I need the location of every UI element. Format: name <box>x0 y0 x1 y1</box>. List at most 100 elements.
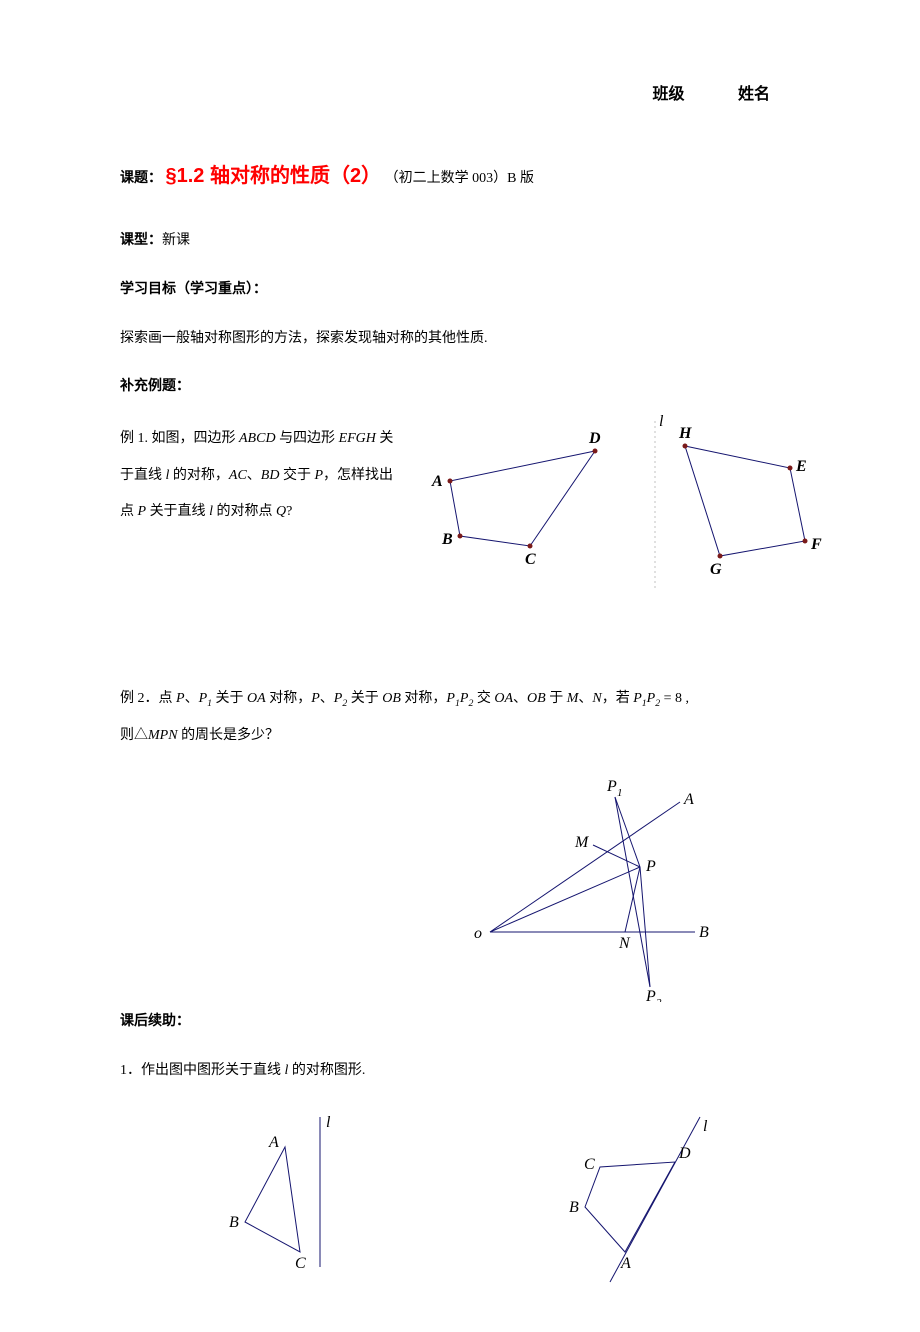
followup-label: 课后续助： <box>120 1007 800 1038</box>
topic-label: 课题： <box>120 171 162 186</box>
svg-text:P: P <box>645 988 656 1002</box>
class-label: 班级 <box>652 80 684 104</box>
svg-text:B: B <box>229 1214 239 1231</box>
q1-t: 的对称图形. <box>288 1063 365 1078</box>
t: MPN <box>148 728 178 743</box>
t: 于 <box>546 691 567 706</box>
ex1-t: ? <box>286 504 292 519</box>
supp-label: 补充例题： <box>120 372 800 403</box>
t: = 8 <box>660 691 682 706</box>
ex1-q: Q <box>276 504 286 519</box>
t: 、 <box>185 691 199 706</box>
example-1: 例 1. 如图，四边形 ABCD 与四边形 EFGH 关 于直线 l 的对称，A… <box>120 421 800 601</box>
ex1-t: 点 <box>120 504 138 519</box>
name-label: 姓名 <box>738 80 770 104</box>
ex1-ac: AC <box>229 468 247 483</box>
t: P <box>176 691 185 706</box>
svg-text:P: P <box>645 858 656 875</box>
ex1-t: 交于 <box>279 468 314 483</box>
svg-text:N: N <box>618 935 631 952</box>
t: 交 <box>473 691 494 706</box>
t: 关于 <box>212 691 247 706</box>
t: ，若 <box>602 691 634 706</box>
svg-text:A: A <box>431 473 443 490</box>
q1-t: 1．作出图中图形关于直线 <box>120 1063 285 1078</box>
example-1-text: 例 1. 如图，四边形 ABCD 与四边形 EFGH 关 于直线 l 的对称，A… <box>120 421 410 530</box>
lesson-type-label: 课型： <box>120 233 162 248</box>
svg-text:G: G <box>710 561 722 578</box>
t: 、 <box>320 691 334 706</box>
svg-text:A: A <box>620 1255 631 1272</box>
t: P <box>633 691 642 706</box>
svg-text:B: B <box>569 1199 579 1216</box>
ex1-t: 于直线 <box>120 468 166 483</box>
t: P <box>446 691 455 706</box>
lesson-type: 课型：新课 <box>120 226 800 257</box>
figure-3b-svg: l A B C D <box>510 1107 730 1292</box>
t: 对称， <box>266 691 312 706</box>
t: OA <box>247 691 266 706</box>
svg-text:D: D <box>678 1145 691 1162</box>
objective-label: 学习目标（学习重点）： <box>120 282 267 297</box>
t: P <box>647 691 656 706</box>
svg-text:C: C <box>584 1156 595 1173</box>
t: OB <box>382 691 401 706</box>
figure-3a-svg: l A B C <box>190 1107 370 1282</box>
t: P <box>199 691 208 706</box>
lesson-type-value: 新课 <box>162 233 190 248</box>
t: M <box>567 691 579 706</box>
ex1-t: 的对称点 <box>213 504 276 519</box>
svg-text:P: P <box>606 778 617 795</box>
svg-text:2: 2 <box>656 997 662 1002</box>
ex1-t: 关 <box>376 431 394 446</box>
header-fields: 班级 姓名 <box>120 80 770 104</box>
svg-text:o: o <box>474 925 482 942</box>
ex1-t: 关于直线 <box>146 504 209 519</box>
svg-text:F: F <box>810 536 822 553</box>
figure-1-svg: ABCDHEFGl <box>400 411 830 601</box>
ex1-t: 、 <box>247 468 261 483</box>
svg-text:C: C <box>295 1255 306 1272</box>
t: 、 <box>578 691 592 706</box>
ex1-t: ，怎样找出 <box>323 468 393 483</box>
svg-text:E: E <box>795 458 807 475</box>
t: N <box>592 691 601 706</box>
t: 、 <box>513 691 527 706</box>
t: 则△ <box>120 728 148 743</box>
question-1-figures: l A B C l A B C D <box>120 1107 800 1292</box>
figure-2-wrap: oABP1P2MNP <box>380 772 800 1007</box>
svg-text:B: B <box>441 531 453 548</box>
t: P <box>311 691 320 706</box>
t: 对称， <box>401 691 447 706</box>
followup-label-text: 课后续助： <box>120 1014 190 1029</box>
ex1-p: P <box>314 468 323 483</box>
ex1-t: 例 1. 如图，四边形 <box>120 431 239 446</box>
ex1-t: 与四边形 <box>276 431 339 446</box>
svg-text:l: l <box>326 1114 331 1131</box>
supp-label-text: 补充例题： <box>120 379 190 394</box>
svg-text:H: H <box>678 425 692 442</box>
svg-text:A: A <box>268 1134 279 1151</box>
ex1-t: 的对称， <box>169 468 229 483</box>
svg-text:1: 1 <box>617 787 623 799</box>
svg-text:B: B <box>699 924 709 941</box>
ex1-bd: BD <box>261 468 280 483</box>
objective-label-row: 学习目标（学习重点）： <box>120 275 800 306</box>
ex1-efgh: EFGH <box>339 431 376 446</box>
t: , <box>682 691 689 706</box>
objective-text: 探索画一般轴对称图形的方法，探索发现轴对称的其他性质. <box>120 324 800 355</box>
figure-2-svg: oABP1P2MNP <box>460 772 720 1002</box>
svg-text:C: C <box>525 551 536 568</box>
question-1: 1．作出图中图形关于直线 l 的对称图形. <box>120 1056 800 1087</box>
ex1-abcd: ABCD <box>239 431 276 446</box>
svg-text:A: A <box>683 791 694 808</box>
svg-text:l: l <box>703 1118 708 1135</box>
t: 关于 <box>347 691 382 706</box>
t: OA <box>494 691 513 706</box>
svg-text:l: l <box>659 413 664 430</box>
t: 的周长是多少？ <box>178 728 280 743</box>
topic-title: §1.2 轴对称的性质（2） <box>166 165 382 187</box>
svg-text:M: M <box>574 834 590 851</box>
t: 例 2．点 <box>120 691 176 706</box>
t: OB <box>527 691 546 706</box>
